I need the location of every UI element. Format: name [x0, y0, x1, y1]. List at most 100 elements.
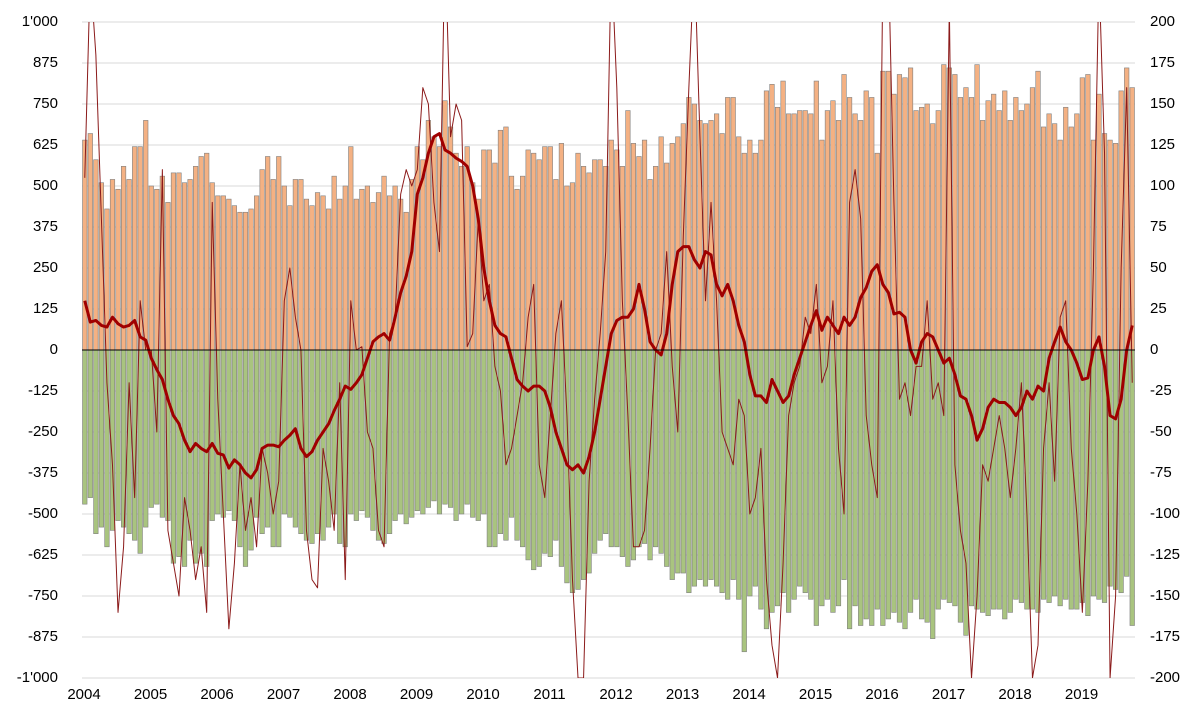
y-tick-label: 625 — [33, 136, 58, 153]
bar — [464, 349, 470, 505]
bar — [237, 211, 243, 351]
bar — [242, 349, 249, 567]
bar — [176, 349, 182, 557]
bar — [641, 349, 648, 544]
bar — [93, 349, 99, 534]
bar — [819, 349, 825, 607]
bar — [409, 349, 415, 518]
bar — [597, 349, 603, 541]
bar — [913, 110, 919, 351]
bar — [198, 349, 204, 554]
bar — [1085, 74, 1091, 351]
bar — [309, 205, 315, 351]
y2-tick-label: -175 — [1150, 628, 1180, 645]
bar — [1040, 126, 1047, 351]
bar — [968, 97, 975, 351]
bar — [741, 152, 747, 351]
bar — [447, 349, 454, 508]
bar — [115, 349, 121, 521]
y-tick-label: -125 — [28, 382, 58, 399]
bar — [592, 159, 598, 351]
x-tick-label: 2017 — [932, 686, 965, 703]
bar — [442, 100, 448, 351]
bar — [963, 87, 969, 351]
bar — [370, 349, 376, 531]
bar — [919, 106, 925, 351]
bar — [337, 198, 343, 351]
bar — [808, 349, 814, 600]
bar — [991, 93, 997, 351]
bar — [608, 349, 614, 548]
bar — [713, 349, 720, 587]
bar — [231, 205, 237, 351]
bar — [791, 349, 797, 600]
x-tick-label: 2009 — [400, 686, 433, 703]
y2-tick-label: 75 — [1150, 218, 1167, 235]
x-tick-label: 2014 — [732, 686, 765, 703]
bar — [802, 110, 808, 351]
bar — [497, 129, 504, 351]
bar — [996, 349, 1002, 610]
bar — [381, 349, 387, 544]
y-tick-label: 500 — [33, 177, 58, 194]
bar — [885, 70, 891, 351]
bar — [680, 349, 686, 574]
bar — [170, 172, 177, 351]
bar — [980, 349, 986, 613]
y2-tick-label: -100 — [1150, 505, 1180, 522]
x-tick-label: 2012 — [599, 686, 632, 703]
bar — [891, 349, 897, 613]
bar — [387, 195, 393, 351]
bar — [691, 349, 697, 587]
bar — [664, 349, 670, 567]
bar — [974, 64, 980, 351]
bar — [669, 143, 675, 351]
bar — [508, 349, 515, 518]
bar — [431, 349, 437, 502]
x-tick-label: 2011 — [533, 686, 565, 703]
bar — [1074, 113, 1080, 351]
x-tick-label: 2013 — [666, 686, 699, 703]
y2-tick-label: 125 — [1150, 136, 1175, 153]
bar — [514, 188, 520, 351]
bar — [1018, 110, 1024, 351]
bar — [725, 97, 731, 351]
bar — [1090, 349, 1097, 597]
bar — [946, 349, 952, 603]
x-tick-label: 2019 — [1065, 686, 1098, 703]
bar — [259, 169, 265, 351]
y-tick-label: -1'000 — [17, 669, 58, 686]
bar — [497, 349, 504, 534]
y-tick-label: 0 — [50, 341, 58, 358]
bar — [896, 74, 903, 351]
labels: -1'000-875-750-625-500-375-250-125012525… — [17, 13, 1180, 703]
bar — [686, 349, 692, 594]
bar — [331, 175, 337, 351]
bar — [265, 349, 271, 528]
bar — [830, 349, 836, 613]
bar — [697, 120, 703, 351]
bar — [137, 349, 143, 554]
bar — [259, 349, 265, 534]
bar — [254, 349, 260, 518]
bar — [763, 90, 770, 351]
bar — [980, 120, 986, 351]
y2-tick-label: 100 — [1150, 177, 1175, 194]
bar — [1063, 349, 1069, 600]
bar — [137, 146, 143, 351]
bar — [453, 349, 459, 521]
bar — [120, 166, 127, 351]
bar — [170, 349, 177, 564]
bar — [226, 198, 232, 351]
bar — [231, 349, 237, 521]
bar — [209, 349, 215, 521]
bar — [774, 106, 781, 351]
y2-tick-label: 200 — [1150, 13, 1175, 30]
x-tick-label: 2008 — [333, 686, 366, 703]
y2-tick-label: -125 — [1150, 546, 1180, 563]
bar — [630, 349, 637, 561]
bar — [403, 349, 409, 525]
bar — [786, 113, 792, 351]
bar — [1002, 90, 1008, 351]
bar — [569, 349, 576, 594]
